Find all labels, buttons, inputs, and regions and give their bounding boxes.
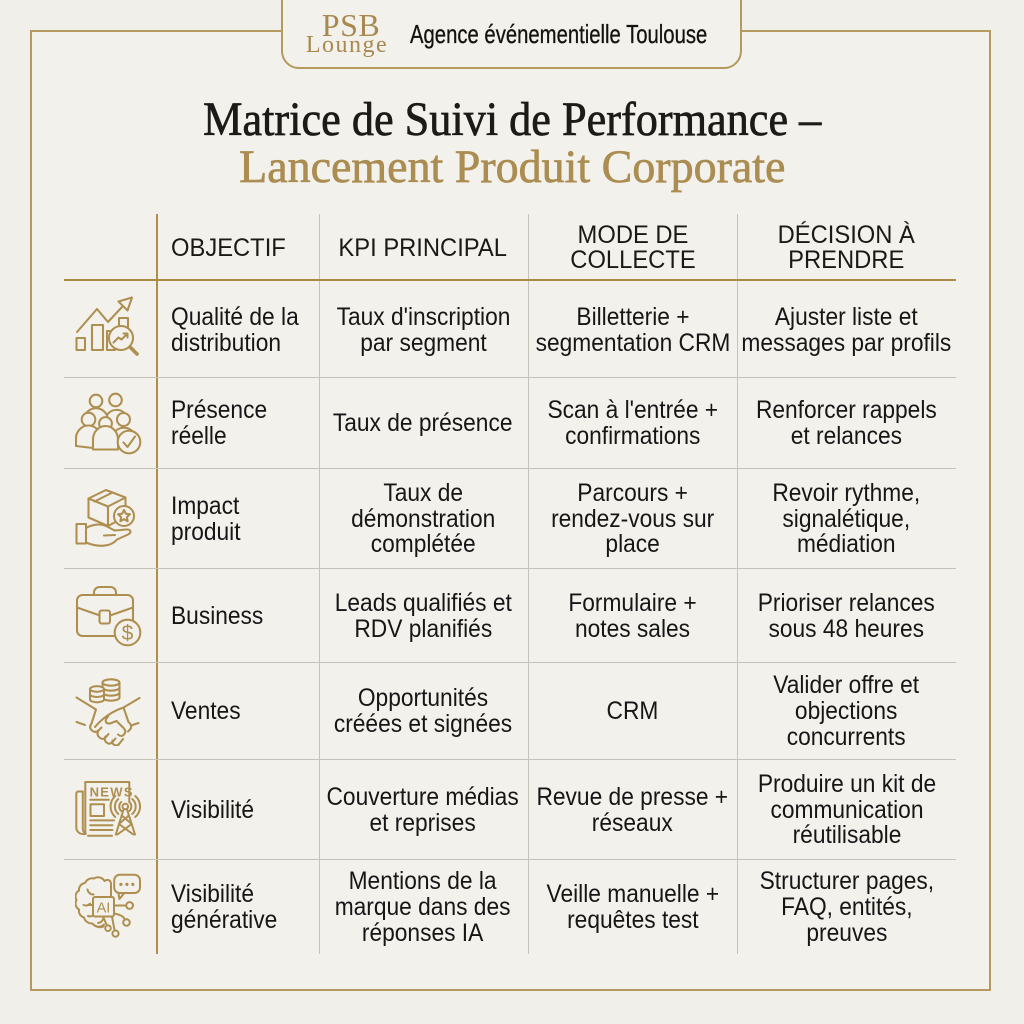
- svg-text:$: $: [122, 622, 134, 645]
- svg-text:NEWS: NEWS: [90, 785, 134, 800]
- svg-text:AI: AI: [97, 901, 111, 917]
